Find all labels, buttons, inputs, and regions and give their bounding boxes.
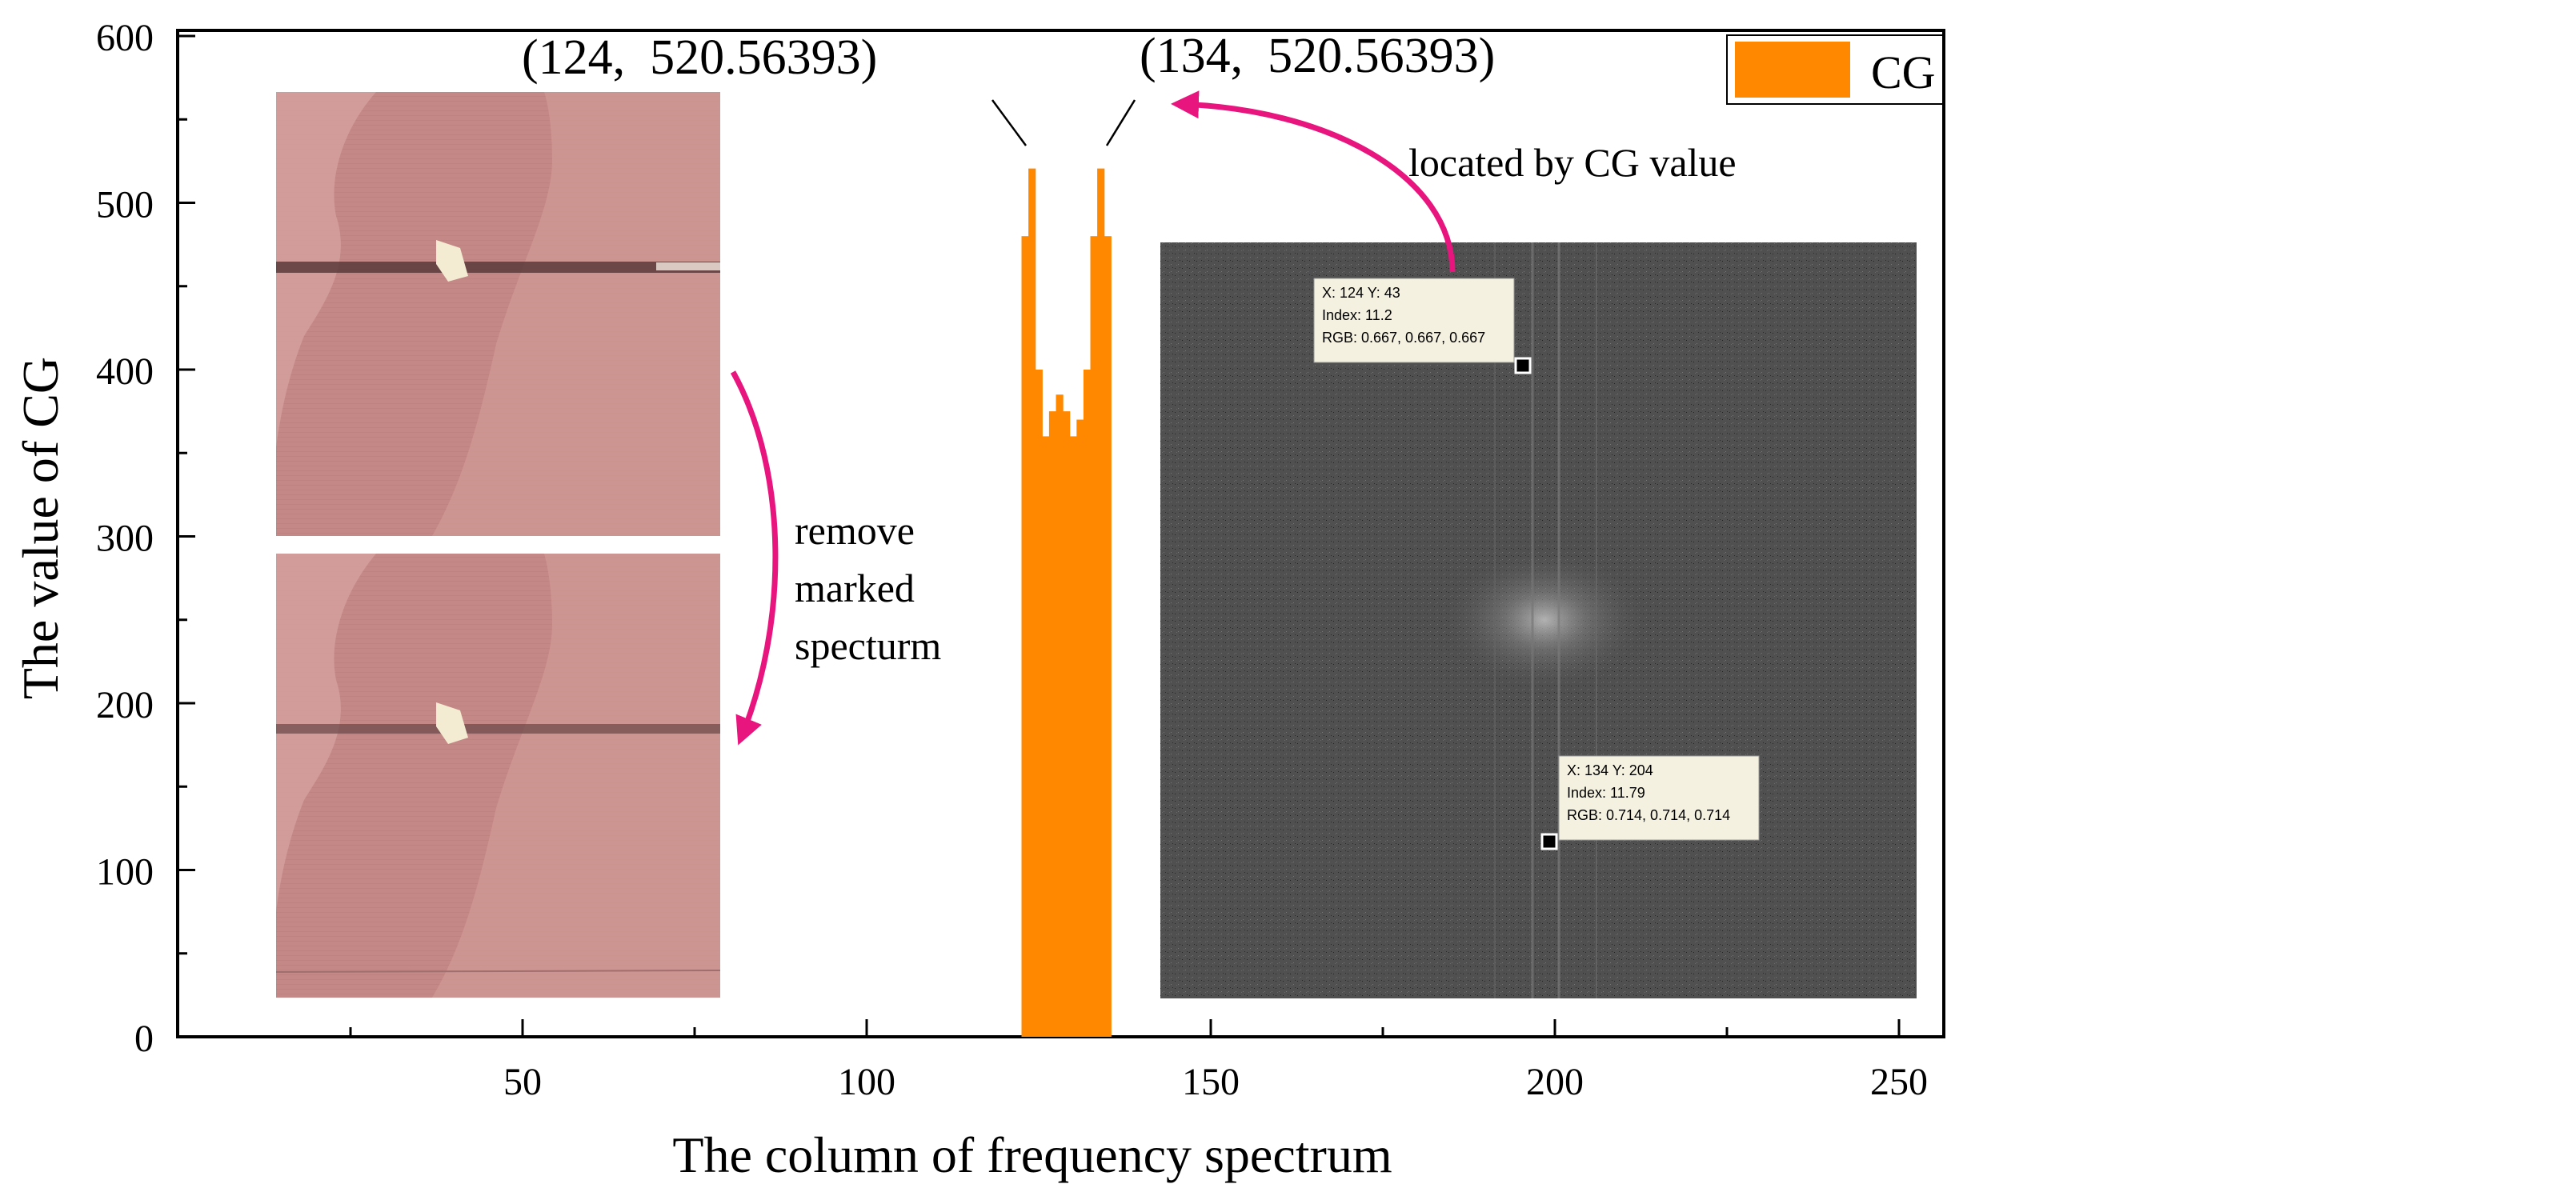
peak-label-1-leader [991,99,1028,146]
remove-annotation-line2: marked [795,566,915,610]
y-tick-label: 600 [96,17,154,59]
cg-bar [1042,436,1050,1037]
cg-bar [1035,370,1043,1037]
remove-annotation-line3: specturm [795,623,941,668]
y-axis-label: The value of CG [12,357,69,699]
cg-bar [1104,236,1112,1037]
x-tick-label: 100 [838,1061,895,1103]
datatip-2-marker [1540,833,1558,850]
cg-bar [1097,168,1105,1037]
peak-label-2: (134, 520.56393) [1140,29,1495,83]
peak-label-1: (124, 520.56393) [522,30,877,85]
y-tick-label: 0 [134,1018,154,1060]
located-arrow [1171,90,1456,273]
datatip-1-marker [1514,357,1532,374]
legend-label: CG [1871,46,1936,98]
datatip-2-line2: Index: 11.79 [1567,785,1645,801]
x-tick-label: 250 [1870,1061,1928,1103]
y-tick-label: 300 [96,518,154,560]
datatip-2: X: 134 Y: 204 Index: 11.79 RGB: 0.714, 0… [1540,755,1760,850]
datatip-2-line1: X: 134 Y: 204 [1567,762,1653,778]
located-annotation: located by CG value [1408,140,1737,185]
cg-bar [1056,394,1064,1037]
cg-bar [1076,419,1084,1037]
y-tick-label: 500 [96,184,154,226]
peak-label-2-leader [1105,99,1136,146]
cg-bar [1021,236,1029,1037]
remove-annotation-line1: remove [795,508,915,553]
cg-bar [1048,411,1057,1037]
original-afm-image [276,92,720,536]
cg-bars [1021,168,1112,1037]
cg-bar [1083,370,1092,1037]
legend: CG [1726,34,1944,105]
frequency-spectrum-image [1160,242,1917,998]
remove-arrow [730,370,779,746]
x-axis-label: The column of frequency spectrum [672,1126,1392,1183]
axis-tick-labels: 0 100 200 300 400 500 600 50 100 150 200 250 [96,17,1928,1103]
y-tick-label: 200 [96,684,154,726]
filtered-afm-image [275,554,721,998]
datatip-1: X: 124 Y: 43 Index: 11.2 RGB: 0.667, 0.6… [1313,278,1532,374]
y-tick-label: 100 [96,851,154,894]
x-tick-label: 50 [503,1061,542,1103]
datatip-2-line3: RGB: 0.714, 0.714, 0.714 [1567,807,1730,823]
datatip-1-line2: Index: 11.2 [1322,307,1392,323]
datatip-1-line1: X: 124 Y: 43 [1322,285,1400,301]
y-tick-label: 400 [96,350,154,393]
cg-bar [1090,236,1098,1037]
x-tick-label: 150 [1182,1061,1240,1103]
datatip-1-line3: RGB: 0.667, 0.667, 0.667 [1322,330,1485,346]
cg-bar [1069,436,1077,1037]
cg-bar [1028,168,1036,1037]
legend-swatch [1735,42,1850,98]
cg-bar [1063,411,1071,1037]
x-tick-label: 200 [1526,1061,1584,1103]
